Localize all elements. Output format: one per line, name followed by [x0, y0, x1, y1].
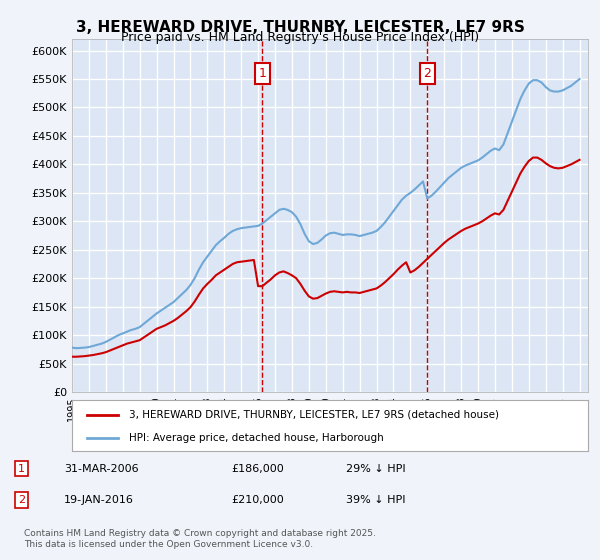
Text: 1: 1 [259, 67, 266, 80]
Text: 1: 1 [18, 464, 25, 474]
Text: Price paid vs. HM Land Registry's House Price Index (HPI): Price paid vs. HM Land Registry's House … [121, 31, 479, 44]
Text: 31-MAR-2006: 31-MAR-2006 [64, 464, 139, 474]
Text: 2: 2 [18, 495, 25, 505]
Text: 3, HEREWARD DRIVE, THURNBY, LEICESTER, LE7 9RS: 3, HEREWARD DRIVE, THURNBY, LEICESTER, L… [76, 20, 524, 35]
Text: 19-JAN-2016: 19-JAN-2016 [64, 495, 134, 505]
Text: 29% ↓ HPI: 29% ↓ HPI [346, 464, 406, 474]
Text: £210,000: £210,000 [231, 495, 284, 505]
Text: Contains HM Land Registry data © Crown copyright and database right 2025.
This d: Contains HM Land Registry data © Crown c… [24, 529, 376, 549]
Text: 3, HEREWARD DRIVE, THURNBY, LEICESTER, LE7 9RS (detached house): 3, HEREWARD DRIVE, THURNBY, LEICESTER, L… [129, 409, 499, 419]
Text: 39% ↓ HPI: 39% ↓ HPI [346, 495, 406, 505]
Text: £186,000: £186,000 [231, 464, 284, 474]
Text: 2: 2 [424, 67, 431, 80]
Text: HPI: Average price, detached house, Harborough: HPI: Average price, detached house, Harb… [129, 433, 383, 443]
